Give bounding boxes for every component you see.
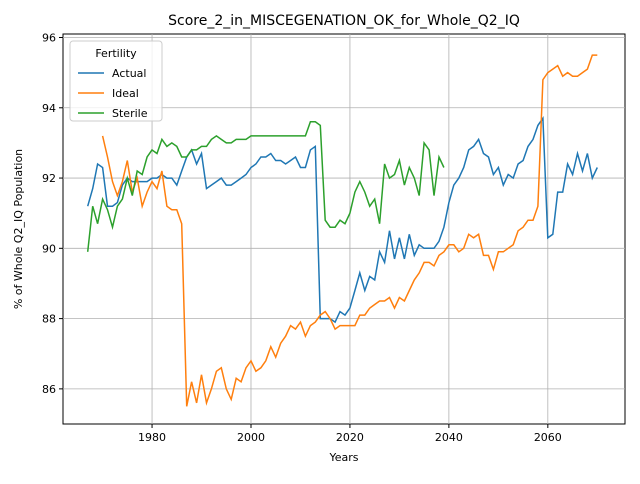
x-axis-label: Years	[328, 451, 358, 464]
legend-label: Ideal	[112, 87, 139, 100]
x-tick-label: 2000	[237, 431, 265, 444]
series-line	[101, 54, 598, 407]
x-tick-label: 2060	[534, 431, 562, 444]
y-tick-label: 94	[42, 102, 56, 115]
y-tick-label: 96	[42, 32, 56, 45]
plot-frame	[62, 33, 626, 425]
legend-title: Fertility	[95, 47, 137, 60]
x-tick-label: 2040	[435, 431, 463, 444]
y-tick-label: 92	[42, 172, 56, 185]
chart-title: Score_2_in_MISCEGENATION_OK_for_Whole_Q2…	[168, 13, 520, 29]
legend-box	[69, 40, 163, 122]
series-line	[86, 116, 598, 324]
x-tick-label: 1980	[138, 431, 166, 444]
y-axis-label: % of Whole Q2_IQ Population	[12, 149, 25, 309]
y-tick-label: 90	[42, 242, 56, 255]
series-line	[86, 121, 445, 252]
y-tick-label: 86	[42, 383, 56, 396]
y-tick-label: 88	[42, 313, 56, 326]
legend-label: Sterile	[112, 107, 148, 120]
legend-label: Actual	[112, 67, 146, 80]
x-tick-label: 2020	[336, 431, 364, 444]
